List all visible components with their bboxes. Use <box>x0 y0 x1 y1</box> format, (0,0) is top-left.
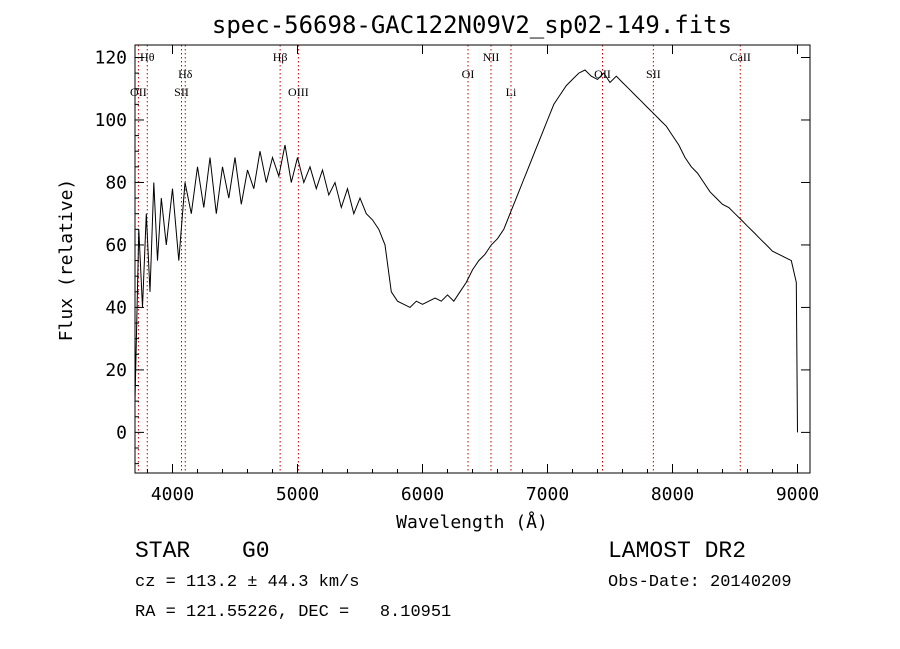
spectral-line-label: OI <box>462 67 475 81</box>
spectral-line-label: Hβ <box>273 50 288 64</box>
x-tick-label: 5000 <box>276 484 319 505</box>
ra-dec-coordinates: RA = 121.55226, DEC = 8.10951 <box>135 603 452 622</box>
spectral-line-label: CaII <box>730 50 751 64</box>
redshift-velocity: cz = 113.2 ± 44.3 km/s <box>135 573 360 592</box>
y-tick-label: 120 <box>94 47 127 68</box>
y-tick-label: 80 <box>105 172 127 193</box>
x-tick-label: 8000 <box>651 484 694 505</box>
y-tick-label: 20 <box>105 360 127 381</box>
y-tick-label: 100 <box>94 110 127 131</box>
plot-frame <box>134 44 811 474</box>
x-tick-label: 9000 <box>776 484 819 505</box>
survey-name: LAMOST DR2 <box>608 538 747 564</box>
x-axis-label: Wavelength (Å) <box>396 511 548 533</box>
object-subclass: G0 <box>242 538 270 564</box>
spectral-line-label: Li <box>506 85 517 99</box>
y-tick-label: 60 <box>105 235 127 256</box>
spectrum-line <box>134 69 798 433</box>
spectral-line-label: Hθ <box>140 50 155 64</box>
y-tick-label: 0 <box>116 422 127 443</box>
x-tick-label: 7000 <box>526 484 569 505</box>
x-axis: 4000 5000 6000 7000 8000 9000 <box>147 45 819 505</box>
y-tick-label: 40 <box>105 297 127 318</box>
spectral-line-label: OIII <box>288 85 309 99</box>
y-axis-label: Flux (relative) <box>56 179 77 342</box>
spectral-line-label: Hδ <box>178 67 193 81</box>
spectral-line-label: NII <box>483 50 500 64</box>
x-tick-label: 6000 <box>401 484 444 505</box>
spectral-line-label: SII <box>646 67 661 81</box>
chart-title: spec-56698-GAC122N09V2_sp02-149.fits <box>212 11 732 39</box>
y-axis: 0 20 40 60 80 100 120 <box>94 47 810 465</box>
spectral-line-label: SII <box>174 85 189 99</box>
observation-date: Obs-Date: 20140209 <box>608 573 792 592</box>
object-class: STAR <box>135 538 191 564</box>
spectral-line-label: OII <box>130 85 147 99</box>
x-tick-label: 4000 <box>151 484 194 505</box>
